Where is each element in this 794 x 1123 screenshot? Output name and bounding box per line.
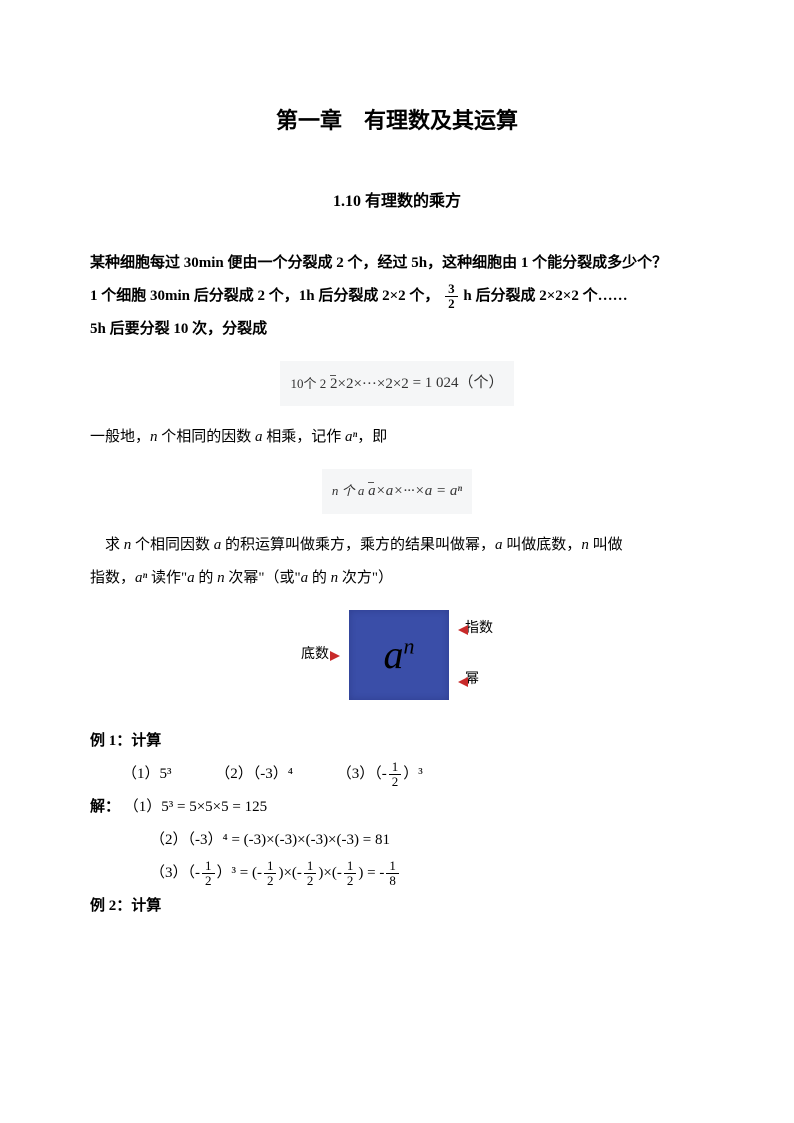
ex1-3: （3）（-12）³ bbox=[337, 766, 423, 782]
definition-text-2: 指数，aⁿ 读作"a 的 n 次幂"（或"a 的 n 次方"） bbox=[90, 562, 704, 595]
solution-line-2: （2）（-3）⁴ = (-3)×(-3)×(-3)×(-3) = 81 bbox=[90, 824, 704, 857]
t3n: n bbox=[150, 429, 158, 445]
overbrace-1: 10个 2 2×2×···×2×2 bbox=[290, 370, 408, 399]
t1a: 1 个细胞 30min 后分裂成 2 个，1h 后分裂成 2×2 个， bbox=[90, 288, 439, 304]
sol1: （1）5³ = 5×5×5 = 125 bbox=[124, 799, 267, 815]
f4d: 2 bbox=[344, 874, 357, 888]
ob1-eq: = 1 024（个） bbox=[409, 375, 504, 391]
t5a: 指数， bbox=[90, 570, 135, 586]
s3c: )×(- bbox=[278, 865, 301, 881]
t4c: 的积运算叫做乘方，乘方的结果叫做幂， bbox=[221, 537, 495, 553]
ex1-3num: 1 bbox=[389, 760, 402, 775]
t3a: 一般地， bbox=[90, 429, 150, 445]
ob1-expr: 2×2×···×2×2 bbox=[330, 376, 409, 392]
ex1-3b: ）³ bbox=[403, 766, 423, 782]
ex1-2: （2）（-3）⁴ bbox=[215, 766, 293, 782]
definition-intro: 一般地，n 个相同的因数 a 相乘，记作 aⁿ，即 bbox=[90, 421, 704, 454]
f2d: 2 bbox=[264, 874, 277, 888]
f1d: 2 bbox=[202, 874, 215, 888]
s3a: （3）（- bbox=[150, 865, 200, 881]
t3an: aⁿ bbox=[345, 429, 357, 445]
t5b: 读作" bbox=[147, 570, 187, 586]
math-block-1: 10个 2 2×2×···×2×2 = 1 024（个） bbox=[90, 361, 704, 406]
example-1-label: 例 1：计算 bbox=[90, 725, 704, 758]
t3b: 个相同的因数 bbox=[158, 429, 256, 445]
t5c: 的 bbox=[195, 570, 218, 586]
frac-num: 3 bbox=[445, 282, 458, 297]
label-exponent: 指数 bbox=[465, 616, 493, 643]
f2n: 1 bbox=[264, 859, 277, 874]
t3a2: a bbox=[255, 429, 263, 445]
t1b: h 后分裂成 2×2×2 个…… bbox=[463, 288, 627, 304]
question-bold: 某种细胞每过 30min 便由一个分裂成 2 个，经过 5h，这种细胞由 1 个… bbox=[90, 247, 704, 280]
s3b: ）³ = (- bbox=[217, 865, 262, 881]
text-step1: 1 个细胞 30min 后分裂成 2 个，1h 后分裂成 2×2 个， 3 2 … bbox=[90, 280, 704, 313]
exponent-diagram: 底数 an 指数 幂 bbox=[90, 610, 704, 700]
t4b: 个相同因数 bbox=[131, 537, 214, 553]
example-1-items: （1）5³ （2）（-3）⁴ （3）（-12）³ bbox=[90, 758, 704, 791]
solution-line-1: 解： （1）5³ = 5×5×5 = 125 bbox=[90, 791, 704, 824]
s3e: ) = - bbox=[358, 865, 384, 881]
t5e: 的 bbox=[308, 570, 331, 586]
f3d: 2 bbox=[304, 874, 317, 888]
label-base: 底数 bbox=[301, 642, 329, 669]
ex1-1: （1）5³ bbox=[122, 766, 172, 782]
f5d: 8 bbox=[386, 874, 399, 888]
blue-box: an bbox=[349, 610, 449, 700]
t4e: 叫做 bbox=[589, 537, 623, 553]
section-title: 1.10 有理数的乘方 bbox=[90, 187, 704, 217]
frac-3-2: 3 2 bbox=[445, 282, 458, 312]
example-2-label: 例 2：计算 bbox=[90, 890, 704, 923]
t3d: ，即 bbox=[357, 429, 387, 445]
overbrace-2: n 个 a a×a×···×a bbox=[332, 477, 432, 506]
a-n-symbol: an bbox=[384, 617, 415, 693]
ob2-label: n 个 a bbox=[332, 483, 365, 498]
solution-line-3: （3）（-12）³ = (-12)×(-12)×(-12) = -18 bbox=[90, 857, 704, 890]
ob2-eq: = aⁿ bbox=[432, 483, 462, 499]
s3d: )×(- bbox=[318, 865, 341, 881]
t5d: 次幂"（或" bbox=[225, 570, 301, 586]
ob2-expr: a×a×···×a bbox=[368, 483, 432, 499]
f5n: 1 bbox=[386, 859, 399, 874]
ob1-label: 10个 2 bbox=[290, 376, 326, 391]
definition-text: 求 n 个相同因数 a 的积运算叫做乘方，乘方的结果叫做幂，a 叫做底数，n 叫… bbox=[90, 529, 704, 562]
t3c: 相乘，记作 bbox=[263, 429, 346, 445]
text-step2: 5h 后要分裂 10 次，分裂成 bbox=[90, 313, 704, 346]
t4d: 叫做底数， bbox=[503, 537, 582, 553]
math-block-2: n 个 a a×a×···×a = aⁿ bbox=[90, 469, 704, 514]
sol-label: 解： bbox=[90, 799, 120, 815]
ob2-label-i: n 个 a bbox=[332, 483, 365, 498]
f1n: 1 bbox=[202, 859, 215, 874]
frac-den: 2 bbox=[445, 297, 458, 311]
ex1-3a: （3）（- bbox=[337, 766, 387, 782]
t4a: 求 bbox=[90, 537, 124, 553]
f3n: 1 bbox=[304, 859, 317, 874]
chapter-title: 第一章 有理数及其运算 bbox=[90, 100, 704, 142]
t5f: 次方"） bbox=[338, 570, 393, 586]
ex1-3den: 2 bbox=[389, 775, 402, 789]
f4n: 1 bbox=[344, 859, 357, 874]
